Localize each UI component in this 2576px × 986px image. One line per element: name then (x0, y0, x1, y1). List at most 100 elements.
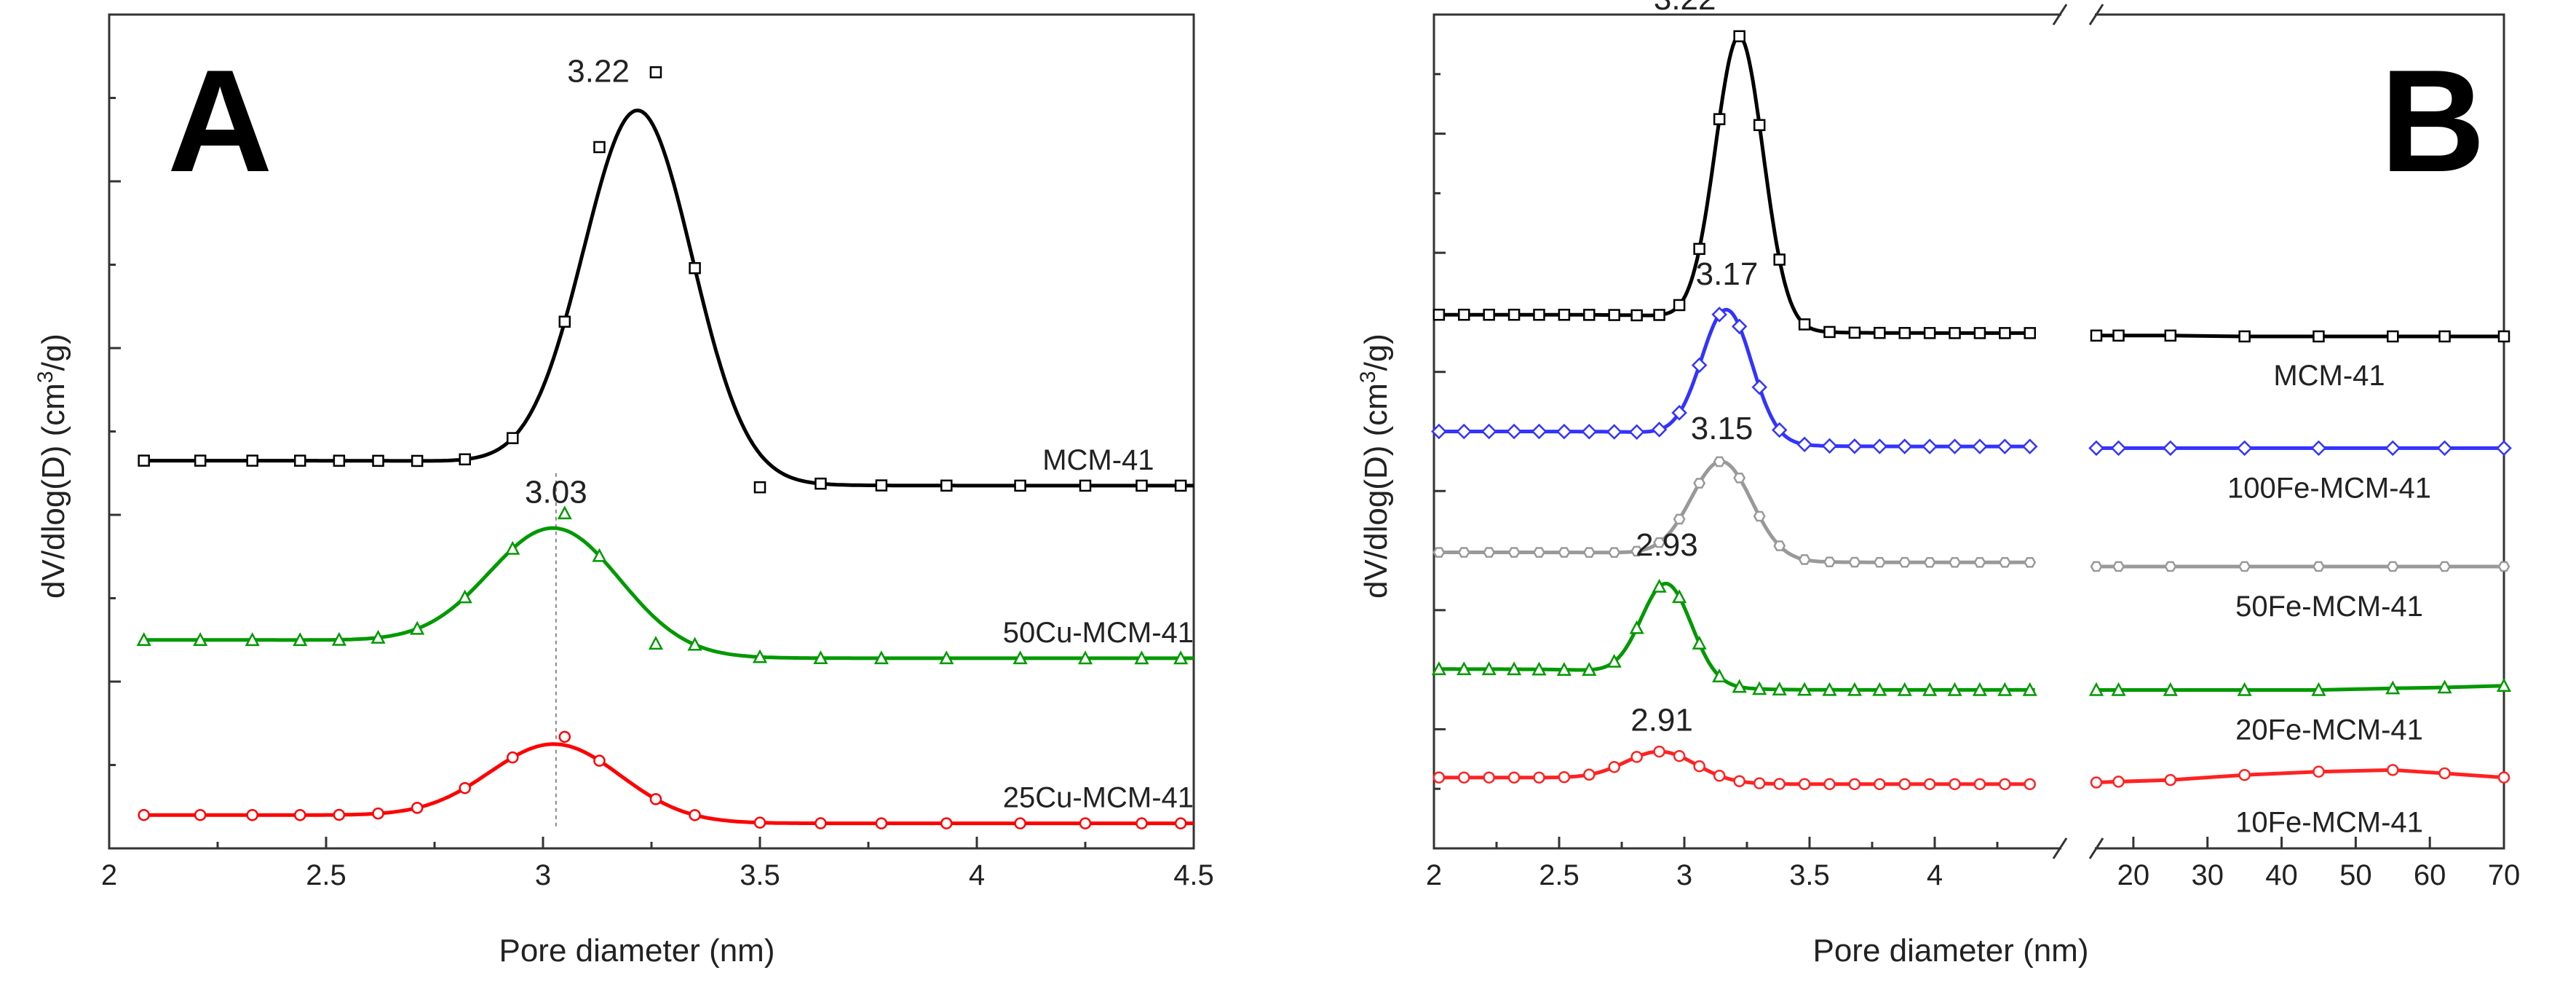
marker-b-mcm-41 (1733, 30, 1745, 43)
marker-mcm-41 (753, 481, 766, 494)
marker-b-right-50fe-mcm-41 (2164, 561, 2177, 572)
marker-mcm-41 (372, 454, 384, 468)
panel-b: B 2 2.5 3 3.5 4 20 30 40 50 60 70 MCM-41 3.22 100Fe-M… (1356, 0, 2521, 969)
marker-50cu-mcm-41 (136, 632, 151, 647)
marker-b-10fe-mcm-41 (1973, 778, 1986, 791)
marker-b-100fe-mcm-41 (1556, 423, 1572, 440)
series-b-50fe-mcm-41: 50Fe-MCM-41 3.15 (1432, 411, 2510, 623)
marker-50cu-mcm-41 (370, 629, 386, 644)
panel-b-x-tick-label: 70 (2488, 859, 2521, 891)
marker-b-mcm-41 (1713, 113, 1726, 125)
marker-b-100fe-mcm-41 (1922, 438, 1938, 454)
marker-mcm-41 (1174, 479, 1187, 492)
marker-b-10fe-mcm-41 (1483, 771, 1495, 784)
panel-a-x-tick-label: 3 (535, 859, 551, 891)
marker-mcm-41 (689, 261, 701, 275)
peak-label-b-10fe-mcm-41: 2.91 (1630, 703, 1693, 738)
marker-mcm-41 (507, 432, 519, 444)
marker-50cu-mcm-41 (1012, 650, 1028, 665)
panel-b-x-tick-label: 40 (2265, 859, 2298, 891)
marker-mcm-41 (875, 479, 888, 492)
marker-mcm-41 (194, 454, 207, 467)
curve-b-left-20fe-mcm-41 (1438, 581, 2035, 692)
marker-b-50fe-mcm-41 (1673, 513, 1686, 525)
label-mcm-41: MCM-41 (1042, 444, 1154, 476)
panel-b-axis-break-mark (2052, 837, 2068, 859)
marker-b-100fe-mcm-41 (1796, 436, 1812, 452)
marker-b-50fe-mcm-41 (1823, 556, 1836, 567)
marker-50cu-mcm-41 (648, 636, 664, 650)
marker-b-mcm-41 (1773, 253, 1786, 266)
marker-25cu-mcm-41 (1174, 817, 1187, 829)
marker-50cu-mcm-41 (813, 650, 828, 664)
label-b-10fe-mcm-41: 10Fe-MCM-41 (2235, 807, 2423, 839)
curve-b-right-20fe-mcm-41 (2096, 684, 2505, 692)
marker-b-10fe-mcm-41 (1507, 771, 1521, 784)
panel-b-break-bottom-gap (2061, 844, 2095, 853)
marker-50cu-mcm-41 (592, 548, 607, 562)
marker-25cu-mcm-41 (649, 793, 662, 805)
marker-b-right-10fe-mcm-41 (2387, 764, 2399, 776)
marker-mcm-41 (558, 315, 571, 328)
panel-b-x-tick-label: 3.5 (1789, 859, 1830, 891)
peak-label-b-100fe-mcm-41: 3.17 (1696, 256, 1759, 292)
marker-25cu-mcm-41 (689, 809, 701, 821)
peak-label-50cu-mcm-41: 3.03 (525, 475, 587, 510)
panel-b-xlabel: Pore diameter (nm) (1812, 933, 2088, 969)
marker-b-20fe-mcm-41 (1629, 620, 1644, 634)
marker-25cu-mcm-41 (1136, 817, 1148, 829)
marker-b-10fe-mcm-41 (1608, 761, 1620, 773)
marker-b-right-mcm-41 (2090, 329, 2103, 342)
marker-b-mcm-41 (1693, 242, 1705, 256)
panel-a-xlabel: Pore diameter (nm) (499, 933, 774, 969)
marker-b-20fe-mcm-41 (1481, 661, 1497, 676)
marker-b-50fe-mcm-41 (1630, 545, 1644, 557)
marker-b-10fe-mcm-41 (1458, 771, 1470, 784)
marker-b-mcm-41 (1848, 326, 1861, 339)
marker-b-100fe-mcm-41 (1711, 307, 1727, 323)
panel-b-x-tick-label: 2.5 (1539, 859, 1580, 891)
marker-25cu-mcm-41 (293, 808, 306, 821)
marker-b-50fe-mcm-41 (1713, 456, 1726, 468)
marker-b-20fe-mcm-41 (1872, 682, 1887, 696)
marker-b-50fe-mcm-41 (1558, 547, 1571, 558)
panel-b-x-tick-label: 60 (2414, 859, 2446, 891)
marker-b-20fe-mcm-41 (1732, 679, 1747, 693)
panel-a-ylabel: dV/dlog(D) (cm3/g) (33, 334, 72, 599)
marker-b-right-mcm-41 (2438, 330, 2451, 343)
panel-a-x-tick-label: 2 (101, 859, 117, 891)
marker-b-right-mcm-41 (2238, 330, 2251, 343)
marker-b-right-10fe-mcm-41 (2090, 776, 2103, 789)
marker-b-right-100fe-mcm-41 (2436, 440, 2453, 457)
marker-b-mcm-41 (1999, 327, 2011, 339)
marker-b-right-20fe-mcm-41 (2311, 682, 2326, 696)
marker-b-100fe-mcm-41 (1731, 318, 1748, 335)
marker-b-100fe-mcm-41 (1431, 423, 1447, 440)
marker-25cu-mcm-41 (459, 781, 471, 794)
marker-50cu-mcm-41 (1077, 650, 1093, 665)
marker-b-right-50fe-mcm-41 (2090, 561, 2103, 572)
series-b-20fe-mcm-41: 20Fe-MCM-41 2.93 (1431, 527, 2512, 746)
marker-50cu-mcm-41 (1173, 650, 1189, 665)
marker-b-100fe-mcm-41 (1581, 423, 1598, 440)
marker-b-10fe-mcm-41 (1558, 770, 1571, 784)
marker-b-50fe-mcm-41 (1432, 547, 1446, 558)
panel-a-plot: 2 2.5 3 3.5 4 4.5 MCM-41 3.22 50Cu-MCM-41 3.03 25C… (101, 13, 1214, 891)
marker-50cu-mcm-41 (245, 632, 260, 647)
marker-b-mcm-41 (1558, 309, 1571, 321)
marker-b-right-20fe-mcm-41 (2496, 678, 2512, 692)
marker-50cu-mcm-41 (1134, 650, 1149, 665)
marker-50cu-mcm-41 (939, 650, 954, 665)
marker-50cu-mcm-41 (557, 505, 572, 520)
marker-b-20fe-mcm-41 (1692, 635, 1707, 650)
marker-b-50fe-mcm-41 (1733, 472, 1746, 484)
panel-b-x-tick-label: 2 (1426, 859, 1442, 891)
peak-label-b-50fe-mcm-41: 3.15 (1691, 411, 1753, 446)
series-b-mcm-41: MCM-41 3.22 (1432, 0, 2510, 392)
label-b-mcm-41: MCM-41 (2273, 360, 2385, 392)
marker-b-50fe-mcm-41 (1753, 510, 1766, 522)
marker-b-50fe-mcm-41 (1653, 537, 1666, 548)
marker-b-50fe-mcm-41 (1923, 556, 1936, 568)
marker-25cu-mcm-41 (411, 802, 424, 814)
marker-b-50fe-mcm-41 (1998, 556, 2011, 568)
